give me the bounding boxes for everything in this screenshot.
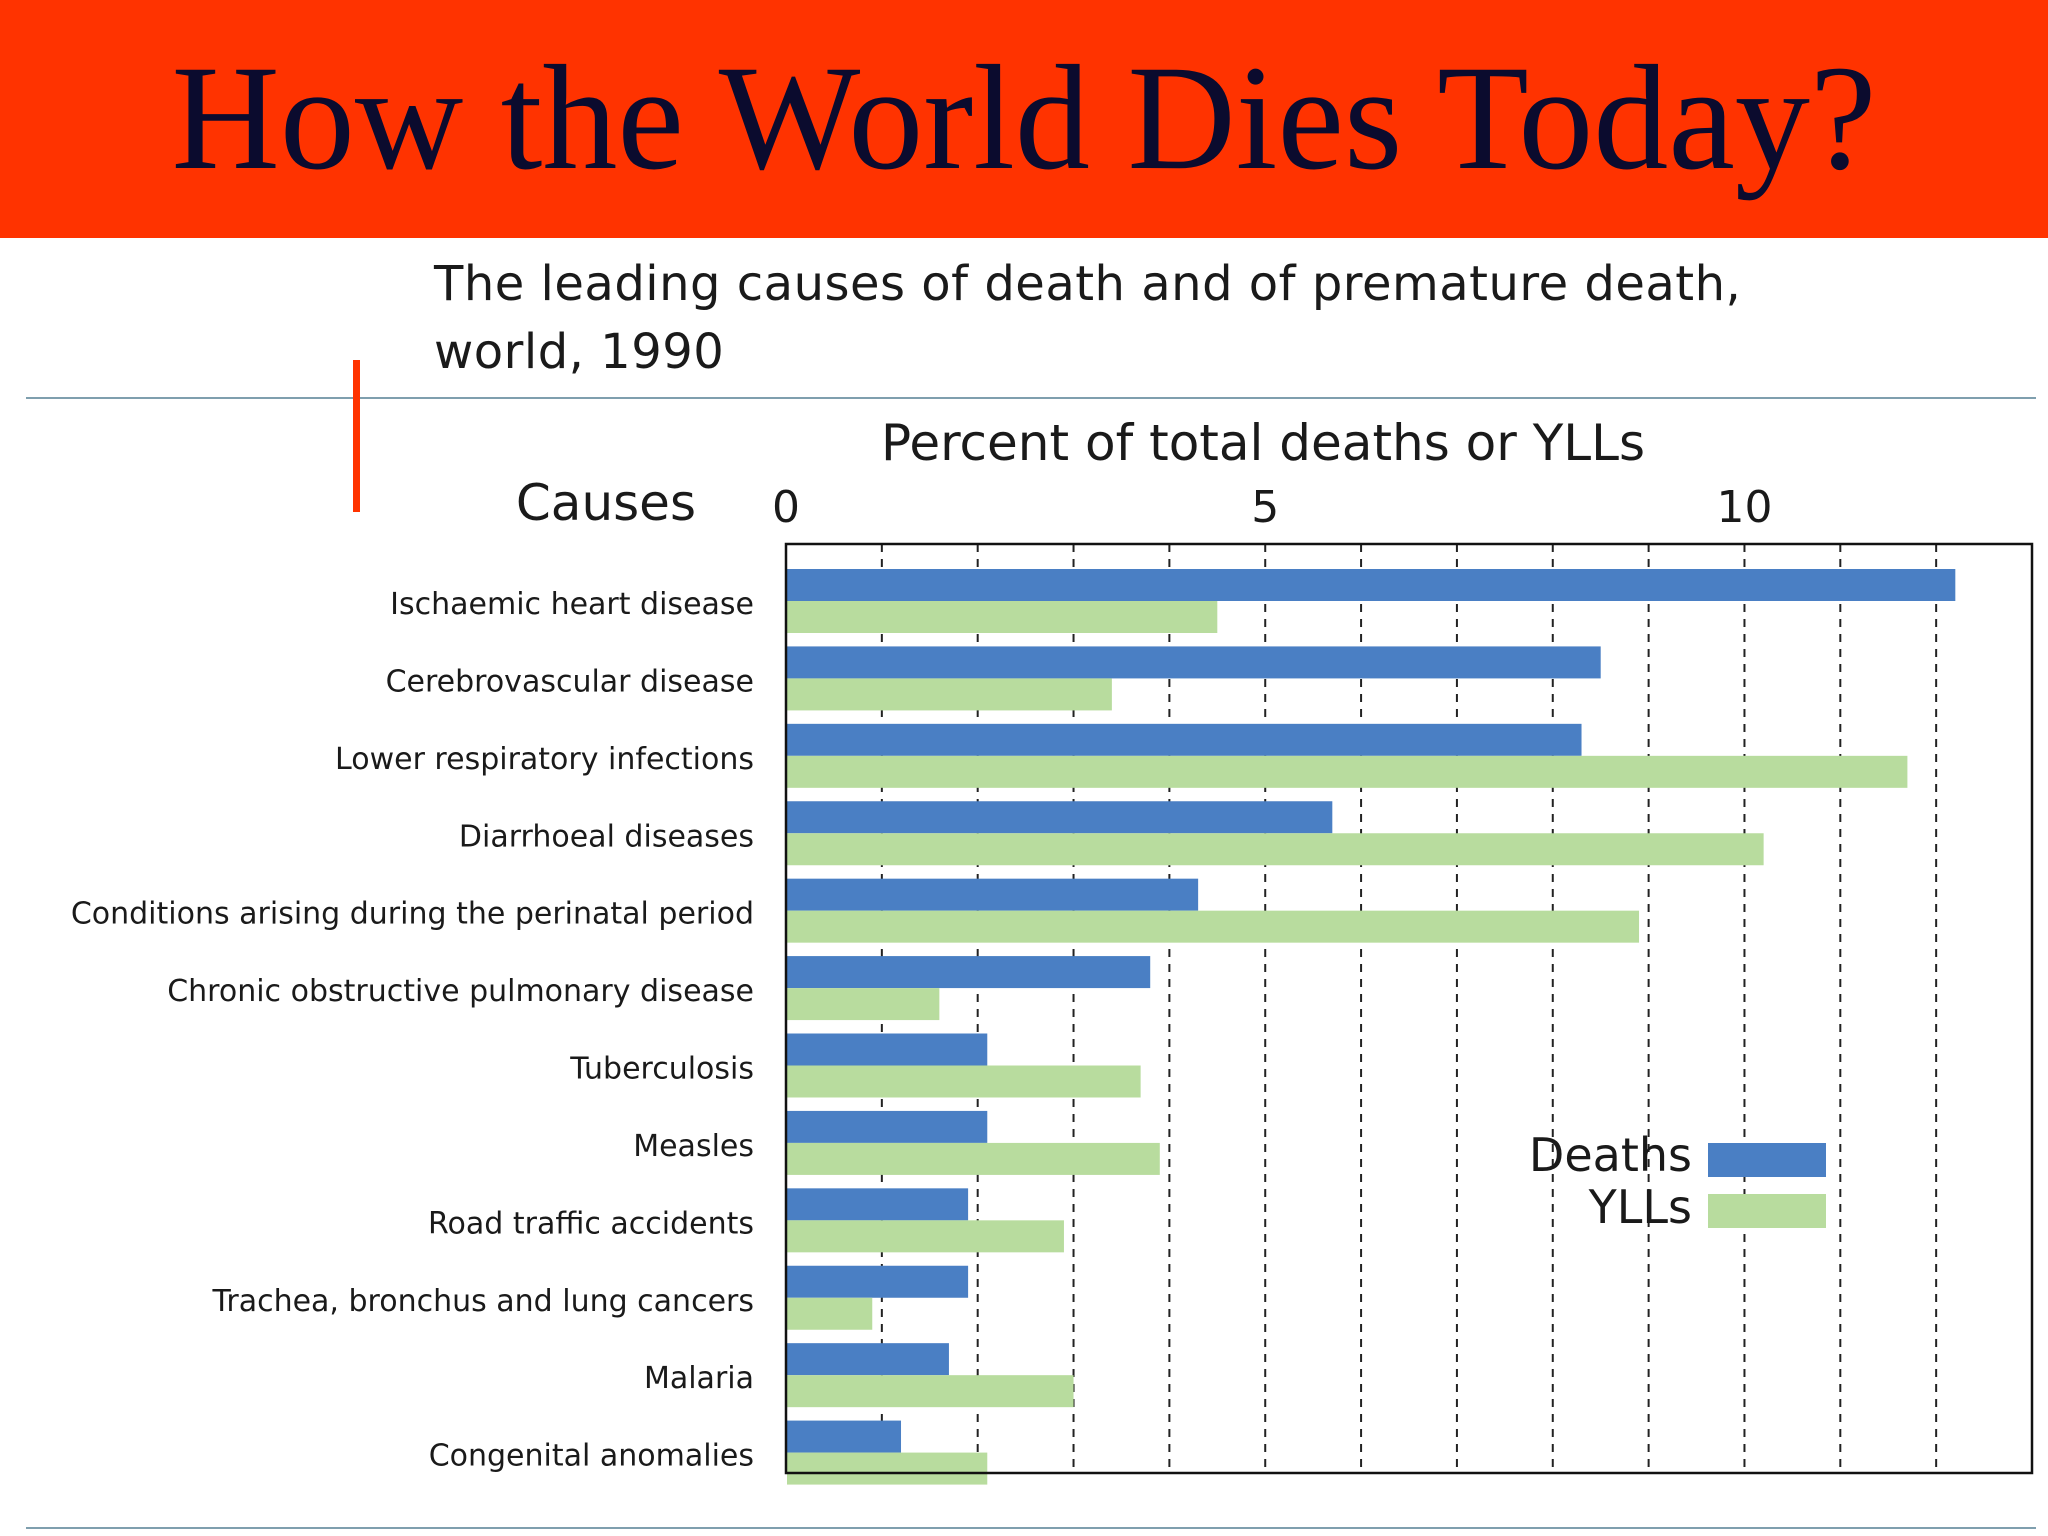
- category-label: Tuberculosis: [569, 1052, 754, 1087]
- bar-ylls: [787, 988, 940, 1021]
- bar-ylls: [787, 678, 1112, 711]
- category-label: Chronic obstructive pulmonary disease: [167, 974, 754, 1009]
- category-label: Trachea, bronchus and lung cancers: [211, 1284, 754, 1319]
- category-label: Diarrhoeal diseases: [459, 819, 754, 854]
- bar-deaths: [787, 1110, 988, 1143]
- bar-ylls: [787, 601, 1218, 633]
- legend-swatch-ylls: [1708, 1194, 1826, 1228]
- bar-ylls: [787, 1220, 1064, 1253]
- bar-deaths: [787, 878, 1199, 911]
- bottom-divider: [26, 1527, 2036, 1529]
- x-axis-title: Percent of total deaths or YLLs: [881, 414, 1645, 472]
- subtitle-line-2: world, 1990: [434, 324, 725, 380]
- bar-deaths: [787, 801, 1333, 834]
- bar-deaths: [787, 1033, 988, 1066]
- top-divider: [26, 397, 2036, 399]
- category-label: Congenital anomalies: [429, 1439, 754, 1474]
- bar-ylls: [787, 1452, 988, 1485]
- bar-ylls: [787, 755, 1908, 788]
- slide-title: How the World Dies Today?: [171, 35, 1877, 201]
- subtitle-line-1: The leading causes of death and of prema…: [434, 256, 1742, 312]
- bar-ylls: [787, 1142, 1160, 1175]
- x-tick-label: 5: [1251, 482, 1279, 533]
- bar-deaths: [787, 646, 1601, 679]
- legend-swatch-deaths: [1708, 1143, 1826, 1177]
- category-label: Cerebrovascular disease: [386, 664, 754, 699]
- legend-label-deaths: Deaths: [1528, 1128, 1692, 1182]
- bar-deaths: [787, 1265, 969, 1298]
- category-label: Lower respiratory infections: [335, 742, 754, 777]
- x-tick-label: 0: [772, 482, 800, 533]
- bar-deaths: [787, 1188, 969, 1221]
- bar-deaths: [787, 1420, 902, 1453]
- plot-frame: [784, 542, 2034, 1475]
- category-axis-label: Causes: [516, 474, 696, 532]
- bar-ylls: [787, 1065, 1141, 1098]
- category-label: Conditions arising during the perinatal …: [71, 897, 754, 932]
- category-label: Ischaemic heart disease: [390, 587, 754, 622]
- bar-deaths: [787, 723, 1582, 756]
- bar-ylls: [787, 1375, 1074, 1408]
- bar-ylls: [787, 833, 1764, 866]
- bar-deaths: [787, 956, 1151, 989]
- x-tick-label: 10: [1716, 482, 1772, 533]
- bar-ylls: [787, 1297, 873, 1330]
- bar-deaths: [787, 1343, 949, 1376]
- chart-subtitle: The leading causes of death and of prema…: [434, 250, 1934, 386]
- category-label: Road traffic accidents: [428, 1206, 754, 1241]
- title-banner: How the World Dies Today?: [0, 0, 2048, 238]
- bar-deaths: [787, 569, 1956, 601]
- category-label: Malaria: [644, 1361, 754, 1396]
- bar-ylls: [787, 910, 1640, 943]
- category-label: Measles: [633, 1129, 754, 1164]
- legend-label-ylls: YLLs: [1588, 1180, 1692, 1234]
- accent-bar: [353, 360, 360, 512]
